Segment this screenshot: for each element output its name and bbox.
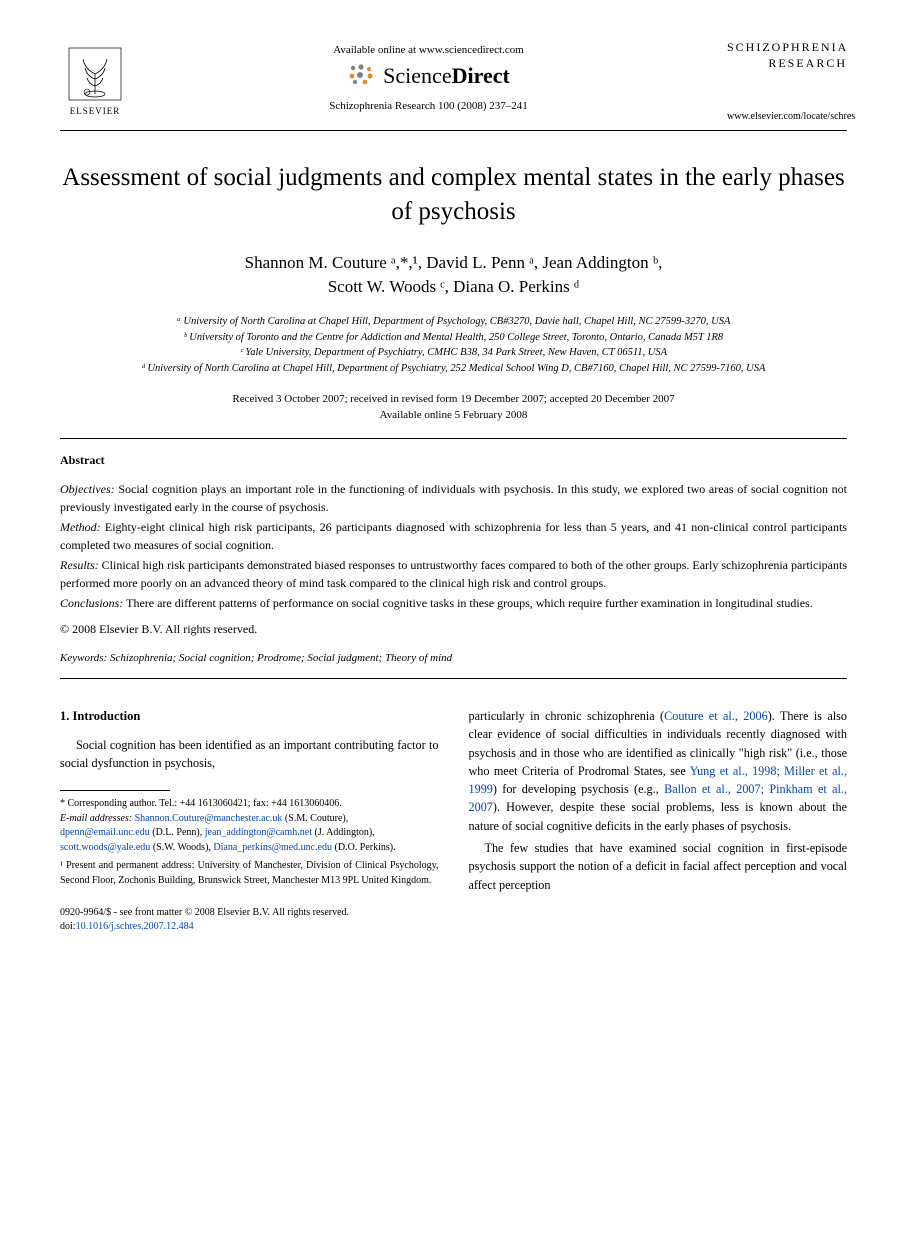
authors: Shannon M. Couture ᵃ,*,¹, David L. Penn …	[60, 251, 847, 300]
p2-pre: particularly in chronic schizophrenia (	[469, 709, 665, 723]
journal-name-l1: SCHIZOPHRENIA	[727, 40, 847, 56]
online-date: Available online 5 February 2008	[60, 407, 847, 424]
abstract-body: Objectives: Social cognition plays an im…	[60, 480, 847, 638]
method-label: Method:	[60, 520, 101, 534]
affiliation-d: ᵈ University of North Carolina at Chapel…	[60, 361, 847, 377]
sciencedirect-logo: ScienceDirect	[130, 62, 727, 90]
right-column: particularly in chronic schizophrenia (C…	[469, 707, 848, 934]
affiliations: ᵃ University of North Carolina at Chapel…	[60, 314, 847, 377]
email-who-4: (S.W. Woods),	[150, 842, 213, 853]
authors-line1: Shannon M. Couture ᵃ,*,¹, David L. Penn …	[245, 253, 663, 272]
p2-mid2: ) for developing psychosis (e.g.,	[493, 782, 664, 796]
p2-mid3: ). However, despite these social problem…	[469, 800, 848, 832]
objectives-label: Objectives:	[60, 482, 115, 496]
doi-link[interactable]: 10.1016/j.schres.2007.12.484	[76, 921, 194, 932]
journal-name-l2: RESEARCH	[727, 56, 847, 72]
body-columns: 1. Introduction Social cognition has bee…	[60, 707, 847, 934]
email-label: E-mail addresses:	[60, 813, 135, 824]
elsevier-tree-icon	[65, 44, 125, 104]
intro-p2: particularly in chronic schizophrenia (C…	[469, 707, 848, 835]
elsevier-label: ELSEVIER	[70, 106, 121, 116]
abstract-method: Method: Eighty-eight clinical high risk …	[60, 518, 847, 554]
abstract-label: Abstract	[60, 453, 847, 468]
intro-p3: The few studies that have examined socia…	[469, 839, 848, 894]
center-header: Available online at www.sciencedirect.co…	[130, 40, 727, 112]
conclusions-text: There are different patterns of performa…	[123, 596, 812, 610]
email-link-1[interactable]: Shannon.Couture@manchester.ac.uk	[135, 813, 283, 824]
doi-label: doi:	[60, 921, 76, 932]
intro-p1: Social cognition has been identified as …	[60, 736, 439, 773]
sd-brand-plain: Science	[383, 63, 451, 88]
rule-below-abstract	[60, 678, 847, 679]
email-who-2: (D.L. Penn),	[150, 827, 205, 838]
email-who-1: (S.M. Couture),	[282, 813, 348, 824]
page-header: ELSEVIER Available online at www.science…	[60, 40, 847, 122]
email-link-3[interactable]: jean_addington@camh.net	[205, 827, 312, 838]
dates: Received 3 October 2007; received in rev…	[60, 391, 847, 424]
journal-reference: Schizophrenia Research 100 (2008) 237–24…	[130, 100, 727, 112]
footnotes: * Corresponding author. Tel.: +44 161306…	[60, 797, 439, 888]
received-date: Received 3 October 2007; received in rev…	[60, 391, 847, 408]
citation-couture[interactable]: Couture et al., 2006	[664, 709, 768, 723]
corresponding-author: * Corresponding author. Tel.: +44 161306…	[60, 797, 439, 812]
sd-brand-bold: Direct	[452, 63, 510, 88]
method-text: Eighty-eight clinical high risk particip…	[60, 520, 847, 552]
email-who-5: (D.O. Perkins).	[332, 842, 396, 853]
authors-line2: Scott W. Woods ᶜ, Diana O. Perkins ᵈ	[328, 277, 580, 296]
abstract-copyright: © 2008 Elsevier B.V. All rights reserved…	[60, 620, 847, 638]
journal-url: www.elsevier.com/locate/schres	[727, 111, 847, 122]
affiliation-c: ᶜ Yale University, Department of Psychia…	[60, 345, 847, 361]
keywords: Keywords: Schizophrenia; Social cognitio…	[60, 652, 847, 664]
elsevier-logo: ELSEVIER	[60, 40, 130, 120]
sd-brand-text: ScienceDirect	[383, 63, 510, 89]
email-who-3: (J. Addington),	[312, 827, 375, 838]
affiliation-a: ᵃ University of North Carolina at Chapel…	[60, 314, 847, 330]
header-rule	[60, 130, 847, 131]
keywords-list: Schizophrenia; Social cognition; Prodrom…	[107, 652, 452, 664]
abstract-conclusions: Conclusions: There are different pattern…	[60, 594, 847, 612]
results-label: Results:	[60, 558, 99, 572]
abstract-results: Results: Clinical high risk participants…	[60, 556, 847, 592]
footnote-1: ¹ Present and permanent address: Univers…	[60, 859, 439, 888]
conclusions-label: Conclusions:	[60, 596, 123, 610]
email-link-4[interactable]: scott.woods@yale.edu	[60, 842, 150, 853]
keywords-label: Keywords:	[60, 652, 107, 664]
email-link-5[interactable]: Diana_perkins@med.unc.edu	[213, 842, 332, 853]
sd-dots-icon	[347, 62, 377, 90]
abstract-objectives: Objectives: Social cognition plays an im…	[60, 480, 847, 516]
left-column: 1. Introduction Social cognition has bee…	[60, 707, 439, 934]
intro-heading: 1. Introduction	[60, 707, 439, 726]
footnote-separator	[60, 790, 170, 791]
footer-doi: doi:10.1016/j.schres.2007.12.484	[60, 920, 439, 934]
journal-cover: SCHIZOPHRENIA RESEARCH www.elsevier.com/…	[727, 40, 847, 122]
results-text: Clinical high risk participants demonstr…	[60, 558, 847, 590]
email-link-2[interactable]: dpenn@email.unc.edu	[60, 827, 150, 838]
affiliation-b: ᵇ University of Toronto and the Centre f…	[60, 330, 847, 346]
rule-above-abstract	[60, 438, 847, 439]
available-online-text: Available online at www.sciencedirect.co…	[130, 44, 727, 56]
objectives-text: Social cognition plays an important role…	[60, 482, 847, 514]
email-addresses: E-mail addresses: Shannon.Couture@manche…	[60, 812, 439, 856]
footer: 0920-9964/$ - see front matter © 2008 El…	[60, 906, 439, 934]
article-title: Assessment of social judgments and compl…	[60, 161, 847, 229]
footer-line1: 0920-9964/$ - see front matter © 2008 El…	[60, 906, 439, 920]
